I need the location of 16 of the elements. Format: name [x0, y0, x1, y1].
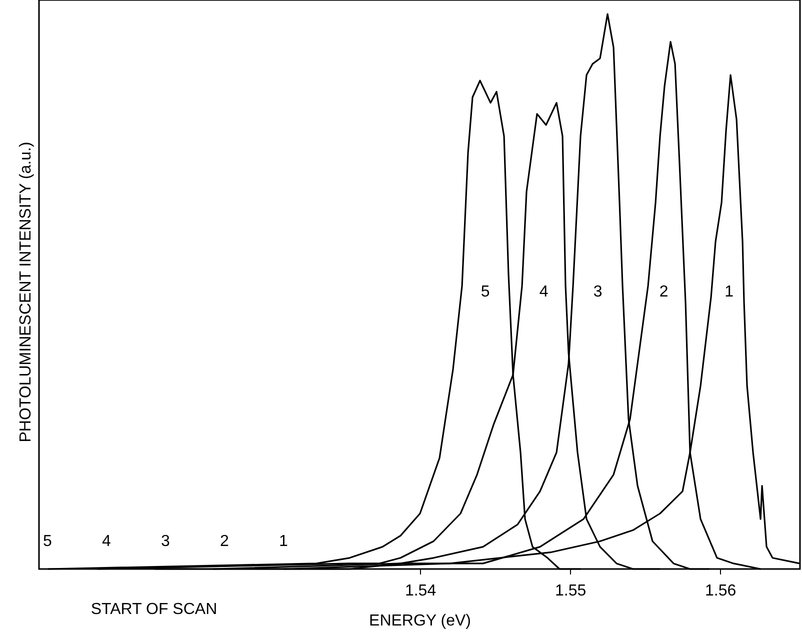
- series-label: 1: [724, 284, 734, 300]
- y-axis-title: PHOTOLUMINESCENT INTENSITY (a.u.): [18, 142, 34, 442]
- series-label: 3: [161, 533, 170, 550]
- annotation: 1: [279, 533, 288, 550]
- series-label: 5: [480, 284, 490, 300]
- annotation: 2: [220, 533, 229, 550]
- x-tick-label: 1.56: [704, 582, 736, 600]
- text: START OF SCAN: [90, 601, 218, 618]
- x-tick-label: 1.54: [404, 582, 436, 600]
- annotation: 5: [43, 533, 52, 550]
- x-tick-label: 1.55: [554, 582, 586, 600]
- x-axis-title: ENERGY (eV): [369, 612, 471, 630]
- annotation: 3: [593, 284, 602, 300]
- series-label: 2: [659, 284, 668, 300]
- series-label: 4: [539, 284, 548, 300]
- annotation: 4: [102, 533, 111, 550]
